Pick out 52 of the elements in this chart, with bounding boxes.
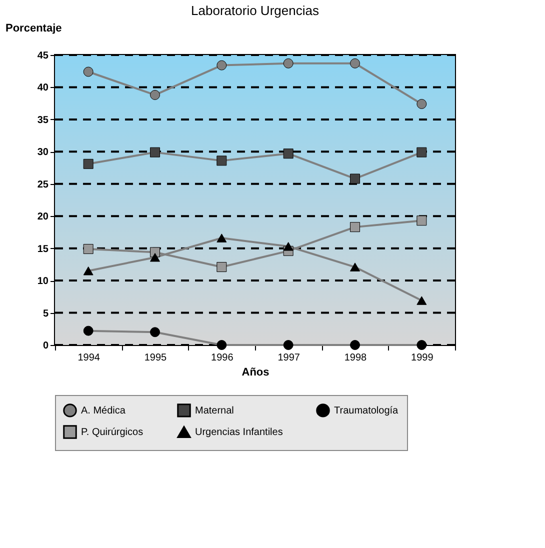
- y-tick-label: 10: [37, 276, 49, 288]
- y-tick-label: 25: [37, 179, 49, 190]
- point: [350, 262, 360, 272]
- point: [150, 327, 160, 338]
- point: [216, 60, 227, 70]
- point: [83, 158, 94, 169]
- legend-label: Maternal: [195, 405, 234, 416]
- y-tick-label: 0: [42, 340, 49, 352]
- chart-title: Laboratorio Urgencias: [191, 3, 320, 18]
- point: [416, 147, 427, 158]
- legend-label: Traumatología: [334, 405, 399, 416]
- point: [216, 234, 227, 242]
- x-tick-label: 1995: [144, 352, 168, 364]
- point: [416, 98, 427, 109]
- point: [83, 326, 94, 336]
- point: [283, 340, 294, 350]
- x-tick-label: 1997: [278, 352, 300, 364]
- point: [216, 340, 227, 350]
- point: [350, 340, 360, 350]
- point: [350, 174, 360, 184]
- y-tick-label: 15: [37, 244, 49, 255]
- y-tick-label: 40: [37, 82, 49, 94]
- point: [283, 148, 294, 159]
- y-tick-label: 35: [37, 114, 49, 126]
- point: [83, 244, 94, 254]
- point: [350, 222, 360, 232]
- point: [283, 58, 294, 68]
- point: [83, 66, 94, 77]
- y-tick-label: 45: [37, 50, 49, 62]
- y-tick-label: 20: [37, 212, 49, 223]
- legend-label: Urgencias Infantiles: [195, 427, 283, 438]
- point: [150, 253, 160, 262]
- x-tick-label: 1999: [411, 352, 434, 364]
- point: [416, 340, 427, 350]
- point: [216, 262, 227, 272]
- point: [216, 156, 227, 166]
- x-tick-label: 1998: [344, 352, 368, 364]
- point: [283, 242, 294, 251]
- point: [416, 296, 427, 305]
- legend-label: P. Quirúrgicos: [81, 427, 144, 438]
- point: [83, 266, 94, 276]
- point: [150, 147, 160, 158]
- y-tick-label: 30: [37, 147, 49, 158]
- y-tick-label: 5: [42, 308, 49, 320]
- y-axis-title: Porcentaje: [6, 22, 62, 34]
- point: [150, 90, 160, 100]
- x-tick-label: 1996: [211, 352, 234, 364]
- x-axis-title: Años: [242, 366, 270, 378]
- x-tick-label: 1994: [78, 352, 100, 364]
- point: [350, 58, 360, 68]
- point: [416, 216, 427, 226]
- legend-label: A. Médica: [81, 405, 126, 416]
